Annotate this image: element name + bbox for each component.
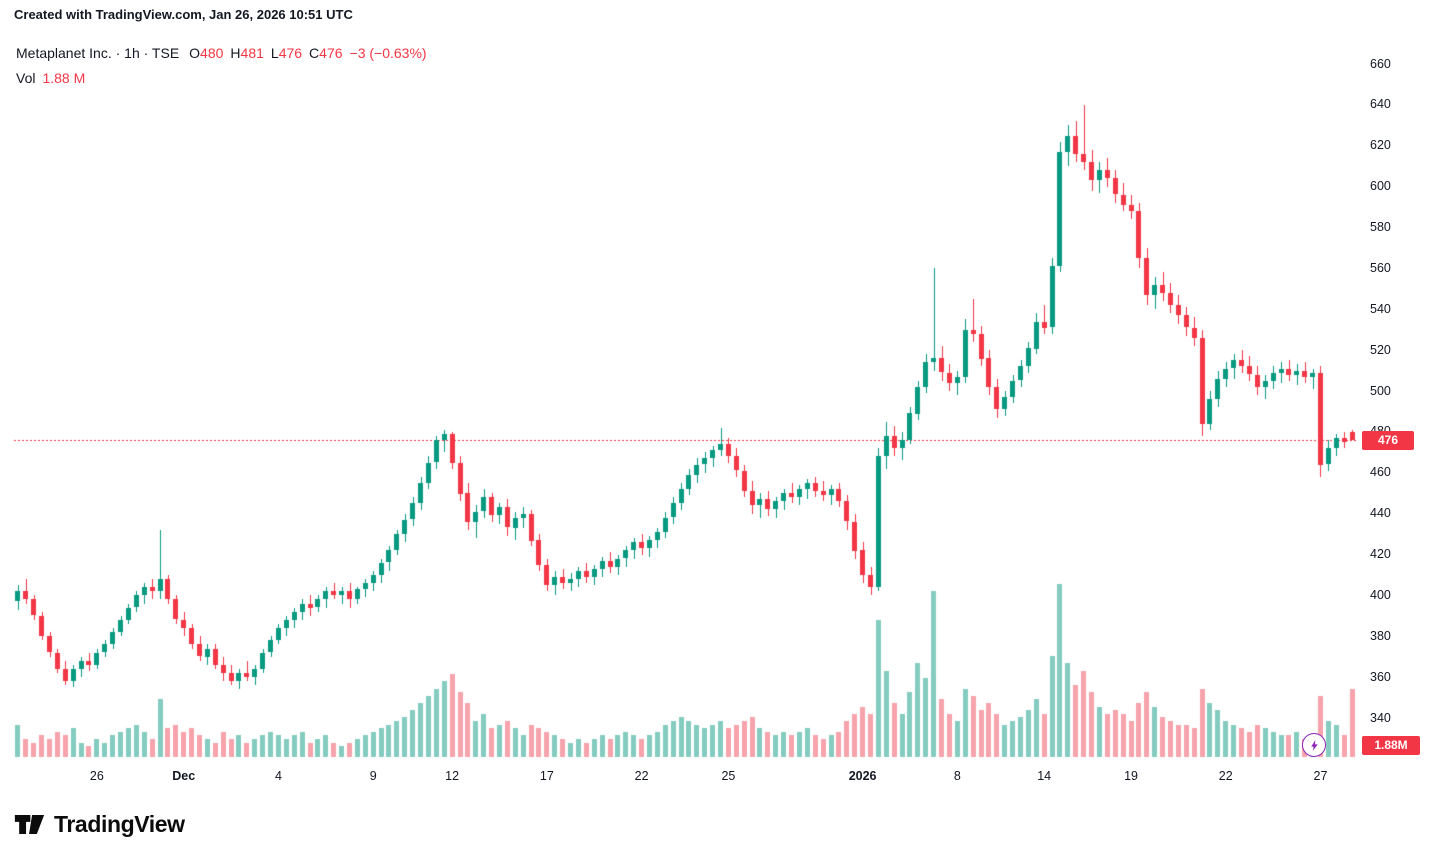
time-axis-label: 26 — [89, 769, 104, 783]
price-axis-label: 400 — [1370, 587, 1391, 602]
time-axis-label: 22 — [634, 769, 649, 783]
price-axis-label: 560 — [1370, 260, 1391, 275]
price-axis-label: 520 — [1370, 342, 1391, 357]
price-axis-label: 600 — [1370, 179, 1391, 194]
price-axis[interactable]: 6606406206005805605405205004804604404204… — [1360, 0, 1439, 760]
tradingview-logo-icon — [14, 815, 45, 834]
time-axis-label: 25 — [721, 769, 736, 783]
lightning-icon — [1310, 739, 1318, 751]
price-axis-label: 500 — [1370, 383, 1391, 398]
price-axis-label: 440 — [1370, 506, 1391, 521]
high-value: H481 — [230, 45, 264, 61]
price-axis-label: 540 — [1370, 301, 1391, 316]
time-axis-label: Dec — [172, 769, 196, 783]
time-axis-label: 17 — [539, 769, 554, 783]
volume-row: Vol 1.88 M — [16, 69, 427, 87]
time-axis-label: 9 — [369, 769, 377, 783]
price-axis-label: 380 — [1370, 628, 1391, 643]
time-axis-label: 2026 — [848, 769, 877, 783]
time-axis-label: 27 — [1313, 769, 1328, 783]
attribution-text: Created with TradingView.com, Jan 26, 20… — [14, 7, 353, 22]
symbol-ohlc-row: Metaplanet Inc. · 1h · TSE O480 H481 L47… — [16, 44, 427, 62]
current-volume-badge: 1.88M — [1362, 736, 1420, 755]
close-value: C476 — [309, 45, 343, 61]
time-axis-label: 22 — [1218, 769, 1233, 783]
low-value: L476 — [270, 45, 303, 61]
time-axis-label: 8 — [953, 769, 961, 783]
tradingview-logo-text: TradingView — [54, 811, 185, 837]
price-axis-label: 340 — [1370, 710, 1391, 725]
price-axis-label: 580 — [1370, 220, 1391, 234]
current-price-badge: 476 — [1362, 430, 1414, 450]
time-axis-label: 12 — [445, 769, 460, 783]
time-axis-label: 19 — [1124, 769, 1138, 783]
chart-legend: Metaplanet Inc. · 1h · TSE O480 H481 L47… — [16, 44, 427, 94]
time-axis-label: 4 — [274, 769, 282, 783]
open-value: O480 — [189, 45, 224, 61]
price-axis-label: 460 — [1370, 465, 1391, 480]
volume-label: Vol — [16, 70, 36, 86]
price-axis-label: 360 — [1370, 669, 1391, 684]
volume-value: 1.88 M — [42, 70, 86, 86]
price-axis-label: 620 — [1370, 138, 1391, 153]
change-value: −3 (−0.63%) — [349, 45, 427, 61]
price-axis-label: 640 — [1370, 97, 1391, 112]
flash-boost-button[interactable] — [1302, 733, 1326, 757]
time-axis-label: 14 — [1037, 769, 1052, 783]
time-axis[interactable]: 26 Dec 4 9 12 17 22 25 2026 8 14 19 22 27 — [0, 762, 1360, 790]
symbol-title[interactable]: Metaplanet Inc. · 1h · TSE — [16, 45, 180, 61]
price-axis-label: 660 — [1370, 56, 1391, 71]
price-axis-label: 420 — [1370, 547, 1391, 561]
tradingview-logo[interactable]: TradingView — [14, 811, 185, 838]
